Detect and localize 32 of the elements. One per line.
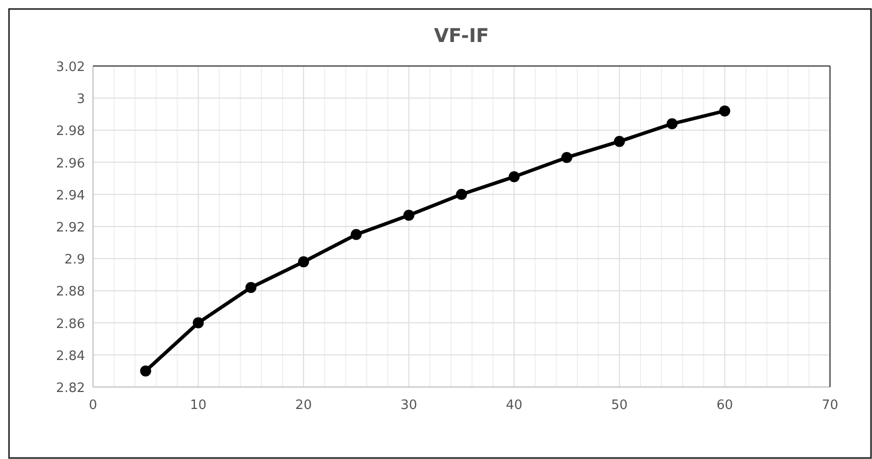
x-tick-label: 60	[716, 398, 733, 413]
point	[561, 152, 572, 163]
y-tick-label: 3	[76, 92, 85, 108]
x-tick-label: 10	[190, 398, 207, 413]
chart-title: VF-IF	[434, 25, 490, 47]
y-tick-label: 2.86	[56, 316, 85, 332]
point	[192, 317, 204, 328]
y-tick-label: 2.96	[56, 156, 85, 172]
point	[140, 365, 152, 376]
y-tick-label: 2.94	[56, 188, 85, 204]
y-tick-label: 3.02	[56, 60, 85, 75]
x-tick-label: 50	[611, 398, 628, 413]
y-tick-label: 2.9	[64, 252, 85, 268]
y-tick-label: 2.88	[56, 284, 85, 300]
x-tick-label: 30	[400, 398, 418, 413]
y-tick-label: 2.98	[56, 124, 85, 140]
x-tick-label: 40	[506, 398, 522, 413]
y-tick-label: 2.84	[56, 348, 85, 364]
y-tick-label: 2.92	[56, 220, 85, 236]
point	[614, 136, 625, 147]
x-tick-label: 0	[88, 398, 98, 413]
point	[245, 282, 256, 293]
point	[403, 210, 414, 221]
x-tick-label: 20	[295, 398, 312, 413]
y-tick-label: 2.82	[56, 381, 85, 396]
point	[298, 256, 310, 268]
point	[666, 118, 678, 130]
x-tick-label: 70	[822, 398, 838, 413]
point	[350, 229, 362, 240]
point	[508, 171, 520, 182]
point	[456, 188, 467, 200]
point	[719, 105, 730, 116]
